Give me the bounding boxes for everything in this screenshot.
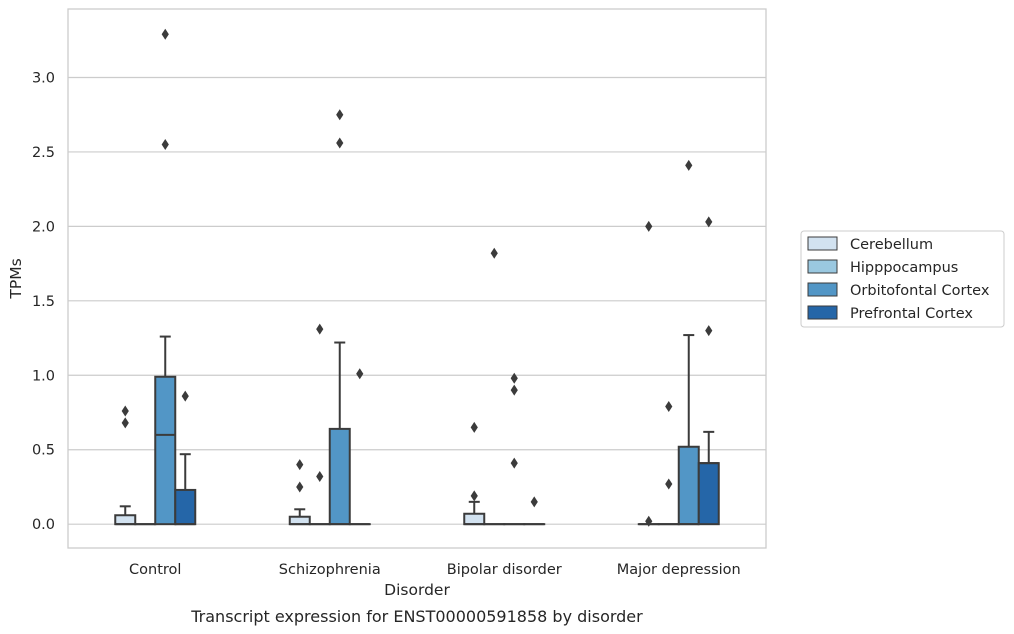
y-tick-label: 1.0 (32, 368, 55, 384)
legend: Cerebellum Hipppocampus Orbitofontal Corte… (800, 230, 1005, 328)
plot-data (114, 28, 720, 527)
outlier-point (510, 372, 518, 384)
outlier-point (161, 28, 169, 40)
outlier-point (510, 384, 518, 396)
box-cerebellum (463, 421, 486, 526)
legend-label: Orbitofontal Cortex (850, 283, 990, 299)
box-body (288, 515, 311, 526)
outlier-point (645, 220, 653, 232)
outlier-point (181, 390, 189, 402)
box-body (328, 427, 351, 526)
legend-label: Hipppocampus (850, 260, 958, 276)
box-orbitofontal-cortex (503, 372, 526, 526)
plot-frame (67, 8, 767, 549)
y-axis-title: TPMs (7, 258, 25, 299)
legend-swatch (807, 236, 838, 251)
outlier-point (316, 471, 324, 483)
box-body (174, 488, 197, 526)
y-tick-label: 3.0 (32, 70, 55, 86)
box-prefrontal-cortex (348, 368, 371, 526)
outlier-point (705, 216, 713, 228)
box-cerebellum (637, 220, 660, 527)
y-tick-label: 2.5 (32, 145, 55, 161)
y-tick-label: 2.0 (32, 219, 55, 235)
outlier-point (665, 401, 673, 413)
y-tick-label: 0.5 (32, 443, 55, 459)
box-orbitofontal-cortex (154, 28, 177, 526)
outlier-point (336, 109, 344, 121)
box-hipppocampus (308, 323, 331, 526)
figure-caption: Transcript expression for ENST0000059185… (190, 607, 643, 626)
outlier-point (296, 459, 304, 471)
y-tick-label: 0.0 (32, 517, 55, 533)
outlier-point (530, 496, 538, 508)
outlier-point (316, 323, 324, 335)
outlier-point (296, 481, 304, 493)
x-axis-ticks: Control Schizophrenia Bipolar disorder Majo… (129, 562, 741, 578)
x-axis-title: Disorder (384, 581, 450, 599)
x-tick-label: Major depression (617, 562, 741, 578)
box-cerebellum (114, 405, 137, 526)
x-tick-label: Bipolar disorder (447, 562, 562, 578)
outlier-point (336, 137, 344, 149)
box-prefrontal-cortex (523, 496, 546, 526)
box-hipppocampus (657, 401, 680, 526)
outlier-point (705, 325, 713, 337)
legend-swatch (807, 305, 838, 320)
outlier-point (510, 457, 518, 469)
legend-swatch (807, 259, 838, 274)
box-body (697, 462, 720, 526)
legend-swatch (807, 282, 838, 297)
box-body (677, 445, 700, 526)
outlier-point (161, 138, 169, 150)
y-axis-ticks: 0.0 0.5 1.0 1.5 2.0 2.5 3.0 (32, 70, 55, 533)
outlier-point (121, 417, 129, 429)
outlier-point (356, 368, 364, 380)
legend-label: Prefrontal Cortex (850, 306, 973, 322)
outlier-point (665, 478, 673, 490)
outlier-point (121, 405, 129, 417)
outlier-point (470, 421, 478, 433)
x-tick-label: Schizophrenia (279, 562, 381, 578)
legend-label: Cerebellum (850, 237, 933, 253)
box-prefrontal-cortex (174, 390, 197, 526)
outlier-point (645, 515, 653, 527)
box-hipppocampus (483, 247, 506, 526)
box-prefrontal-cortex (697, 216, 720, 526)
outlier-point (685, 159, 693, 171)
box-body (154, 375, 177, 526)
x-tick-label: Control (129, 562, 181, 578)
outlier-point (490, 247, 498, 259)
box-orbitofontal-cortex (677, 159, 700, 526)
legend-frame (800, 230, 1005, 328)
box-body (114, 514, 137, 526)
grid-lines (68, 76, 766, 525)
legend-items: Cerebellum Hipppocampus Orbitofontal Corte… (807, 236, 990, 322)
y-tick-label: 1.5 (32, 294, 55, 310)
box-body (463, 512, 486, 526)
outlier-point (470, 490, 478, 502)
box-cerebellum (288, 459, 311, 526)
box-orbitofontal-cortex (328, 109, 351, 526)
